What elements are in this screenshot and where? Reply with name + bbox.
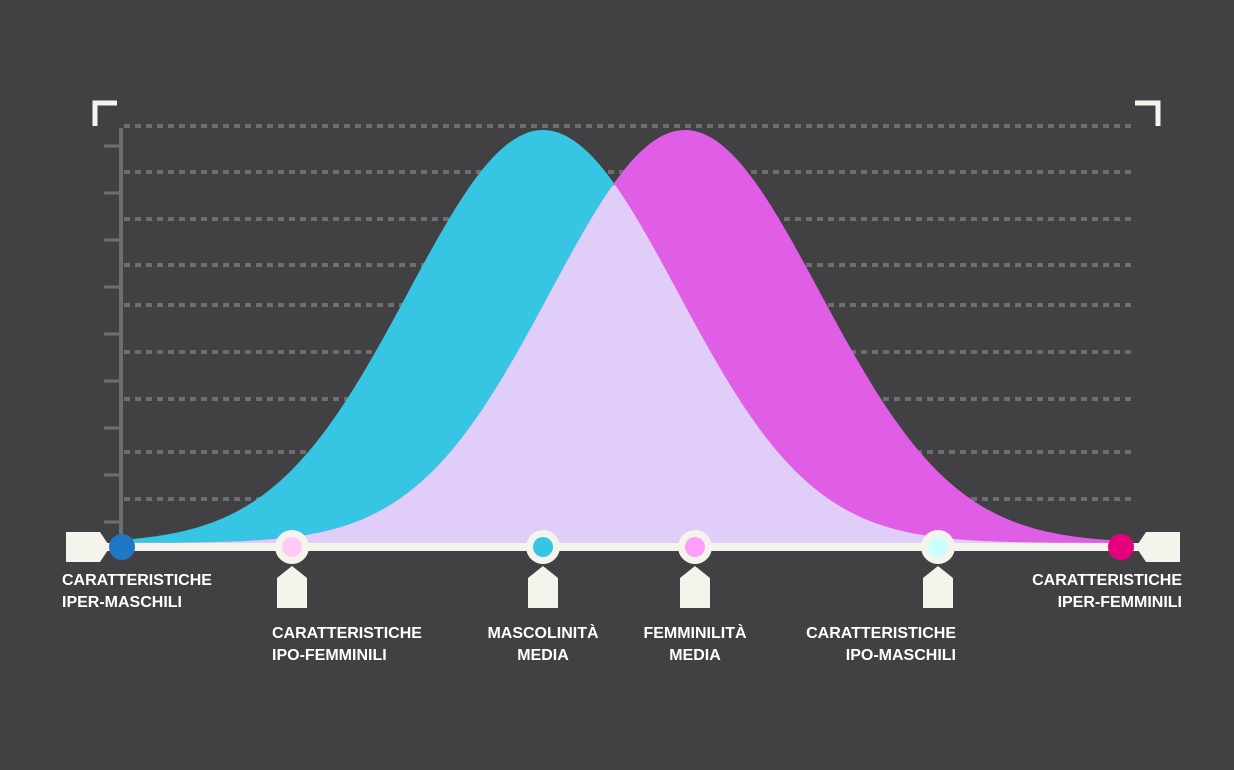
label-line: CARATTERISTICHE <box>806 625 956 642</box>
label-line: MASCOLINITÀ <box>487 623 599 642</box>
label-line: CARATTERISTICHE <box>62 572 212 589</box>
label-line: MEDIA <box>517 647 569 664</box>
corner-bracket <box>1135 100 1161 126</box>
marker-dot <box>685 537 705 557</box>
end-tag <box>66 532 110 562</box>
pointer-tag <box>923 566 953 608</box>
overlap-area <box>120 184 1125 544</box>
label-line: FEMMINILITÀ <box>643 623 747 642</box>
marker-dot <box>1108 534 1134 560</box>
labels: CARATTERISTICHE IPER-MASCHILI CARATTERISTI… <box>62 572 1182 664</box>
marker-dot <box>109 534 135 560</box>
label-line: IPER-FEMMINILI <box>1058 594 1182 611</box>
label-line: CARATTERISTICHE <box>272 625 422 642</box>
pointer-tag <box>680 566 710 608</box>
label-line: IPO-FEMMINILI <box>272 647 387 664</box>
pointer-tag <box>528 566 558 608</box>
marker-dot <box>533 537 553 557</box>
corner-bracket <box>92 100 117 126</box>
label-line: MEDIA <box>669 647 721 664</box>
marker-dot <box>282 537 302 557</box>
label-line: IPO-MASCHILI <box>846 647 956 664</box>
axis-ticks <box>104 144 121 524</box>
pointer-tag <box>277 566 307 608</box>
markers <box>109 530 1134 608</box>
label-line: CARATTERISTICHE <box>1032 572 1182 589</box>
end-tag <box>1136 532 1180 562</box>
marker-dot <box>928 537 948 557</box>
label-line: IPER-MASCHILI <box>62 594 182 611</box>
